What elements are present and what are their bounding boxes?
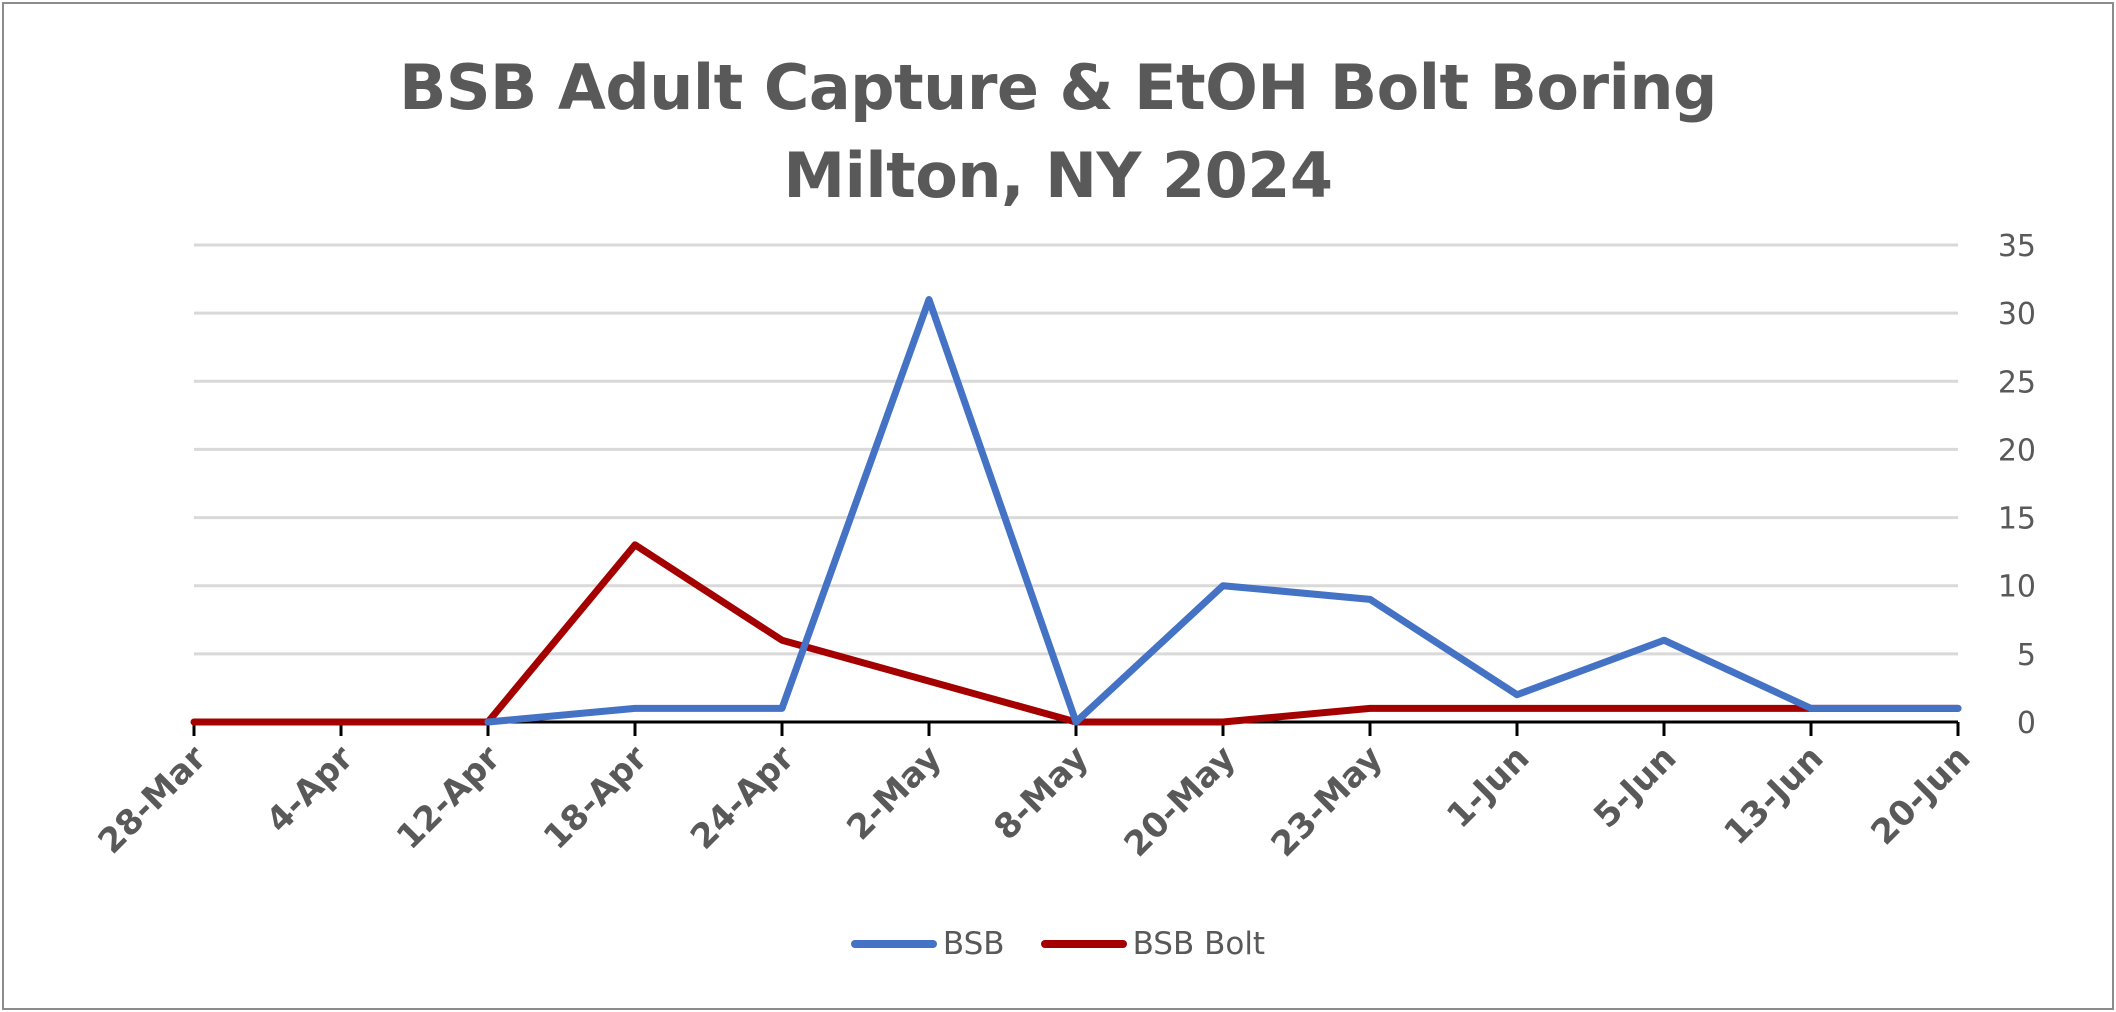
x-tick-label-10: 5-Jun <box>1586 738 1684 836</box>
series-line-bsb <box>484 296 1962 726</box>
x-tick-label-5: 2-May <box>839 738 949 848</box>
x-tick-label-4: 24-Apr <box>683 738 803 858</box>
y-tick-label-0: 0 <box>2017 706 2036 741</box>
y-tick-label-20: 20 <box>1998 433 2036 468</box>
x-tick-label-9: 1-Jun <box>1439 738 1537 836</box>
y-axis: 0 5 10 15 20 25 30 35 <box>1998 229 2036 741</box>
x-axis: 28-Mar 4-Apr 12-Apr 18-Apr 24-Apr 2-May 8-May 2… <box>91 720 1978 865</box>
x-tick-label-1: 4-Apr <box>259 738 362 841</box>
y-tick-label-10: 10 <box>1998 570 2036 605</box>
x-tick-label-8: 23-May <box>1264 738 1391 865</box>
legend: BSB BSB Bolt <box>0 926 2116 962</box>
chart-title-line-1: BSB Adult Capture & EtOH Bolt Boring <box>399 51 1717 124</box>
legend-swatch-bsb <box>850 940 937 948</box>
legend-label-bsb-bolt: BSB Bolt <box>1132 926 1266 962</box>
x-tick-label-6: 8-May <box>986 738 1096 848</box>
x-tick-label-0: 28-Mar <box>91 738 215 862</box>
y-tick-label-25: 25 <box>1998 365 2036 400</box>
legend-label-bsb: BSB <box>942 926 1005 962</box>
gridlines <box>194 243 1958 656</box>
x-tick-label-2: 12-Apr <box>389 738 509 858</box>
legend-swatch-bsb-bolt <box>1040 940 1127 948</box>
chart-title: BSB Adult Capture & EtOH Bolt Boring Mil… <box>0 44 2116 220</box>
x-tick-label-12: 20-Jun <box>1863 738 1978 853</box>
chart-title-line-2: Milton, NY 2024 <box>783 139 1333 212</box>
series-lines <box>190 296 1962 726</box>
y-tick-label-5: 5 <box>2017 638 2036 673</box>
series-line-bsb-bolt <box>190 541 1962 726</box>
x-tick-label-11: 13-Jun <box>1716 738 1831 853</box>
y-tick-label-30: 30 <box>1998 297 2036 332</box>
x-tick-label-3: 18-Apr <box>536 738 656 858</box>
legend-item-bsb-bolt: BSB Bolt <box>1040 926 1266 962</box>
y-tick-label-35: 35 <box>1998 229 2036 264</box>
legend-item-bsb: BSB <box>850 926 1005 962</box>
x-tick-label-7: 20-May <box>1117 738 1244 865</box>
y-tick-label-15: 15 <box>1998 502 2036 537</box>
